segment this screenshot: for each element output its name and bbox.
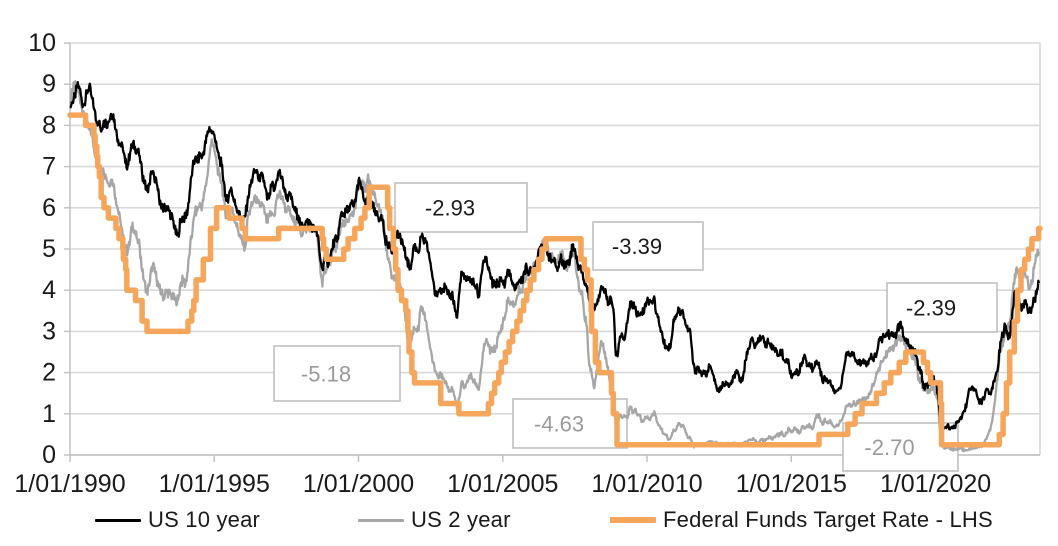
x-tick-label: 1/01/2000 xyxy=(303,470,414,498)
x-tick-label: 1/01/2020 xyxy=(880,470,991,498)
fed-funds-line-swatch xyxy=(610,517,656,523)
y-tick-label: 8 xyxy=(42,111,56,139)
y-tick-label: 2 xyxy=(42,359,56,387)
legend-label-fed-funds: Federal Funds Target Rate - LHS xyxy=(663,507,993,532)
us-10-year-line-swatch xyxy=(95,518,141,522)
legend-item-us-10-year: US 10 year xyxy=(95,503,260,537)
y-tick-label: 0 xyxy=(42,441,56,469)
annotation-box xyxy=(273,345,401,402)
y-tick-label: 6 xyxy=(42,194,56,222)
y-tick-label: 4 xyxy=(42,276,56,304)
annotation-box xyxy=(512,398,628,449)
x-tick-label: 1/01/2015 xyxy=(736,470,847,498)
y-tick-label: 5 xyxy=(42,235,56,263)
y-tick-label: 10 xyxy=(28,29,56,57)
legend-item-fed-funds: Federal Funds Target Rate - LHS xyxy=(610,503,993,537)
y-tick-label: 1 xyxy=(42,400,56,428)
annotation-label: -3.39 xyxy=(612,234,662,259)
annotation-box xyxy=(394,182,528,233)
chart-legend: US 10 year US 2 year Federal Funds Targe… xyxy=(0,503,1058,537)
x-tick-label: 1/01/1990 xyxy=(14,470,125,498)
x-tick-label: 1/01/2005 xyxy=(447,470,558,498)
us-2-year-line-swatch xyxy=(358,518,404,522)
y-tick-label: 9 xyxy=(42,70,56,98)
y-tick-label: 7 xyxy=(42,153,56,181)
x-tick-label: 1/01/2010 xyxy=(591,470,702,498)
legend-item-us-2-year: US 2 year xyxy=(358,503,511,537)
legend-label-us-2-year: US 2 year xyxy=(411,507,511,532)
annotation-box xyxy=(592,221,704,271)
fed-funds-target-rate-line xyxy=(67,112,1043,448)
annotation-label: -4.63 xyxy=(534,412,584,437)
annotation-label: -2.93 xyxy=(425,196,475,221)
annotation-label: -2.70 xyxy=(864,435,914,460)
annotation-label: -2.39 xyxy=(906,296,956,321)
y-tick-label: 3 xyxy=(42,317,56,345)
x-tick-label: 1/01/1995 xyxy=(159,470,270,498)
legend-label-us-10-year: US 10 year xyxy=(148,507,261,532)
annotation-label: -5.18 xyxy=(301,362,351,387)
annotation-box xyxy=(886,282,998,333)
us-10-year-line xyxy=(69,81,1041,431)
